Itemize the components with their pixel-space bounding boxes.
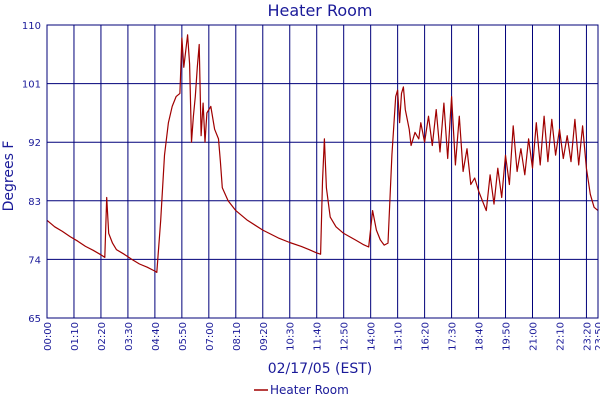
x-tick-label: 23:20	[582, 322, 593, 351]
y-tick-label: 110	[22, 21, 41, 32]
x-tick-label: 03:30	[124, 322, 135, 351]
x-tick-label: 01:10	[70, 322, 81, 351]
x-tick-label: 14:00	[367, 322, 378, 351]
x-tick-label: 11:40	[313, 322, 324, 351]
y-tick-label: 92	[28, 138, 41, 149]
x-tick-label: 02:20	[97, 322, 108, 351]
chart-title: Heater Room	[267, 1, 372, 20]
x-tick-label: 23:50	[594, 322, 600, 351]
x-tick-label: 18:40	[475, 322, 486, 351]
gridlines	[46, 24, 599, 319]
x-tick-labels: 00:00 01:10 02:20 03:30 04:40 05:50 07:00 08:10…	[43, 322, 600, 351]
x-tick-label: 15:10	[394, 322, 405, 351]
x-tick-label: 04:40	[151, 322, 162, 351]
legend-label: Heater Room	[270, 383, 349, 397]
x-tick-label: 07:00	[205, 322, 216, 351]
y-tick-label: 83	[28, 197, 41, 208]
x-tick-label: 05:50	[178, 322, 189, 351]
x-tick-label: 17:30	[448, 322, 459, 351]
x-tick-label: 16:20	[421, 322, 432, 351]
y-tick-label: 101	[22, 80, 41, 91]
x-tick-label: 10:30	[286, 322, 297, 351]
x-tick-label: 22:10	[555, 322, 566, 351]
legend: Heater Room	[254, 383, 349, 397]
x-tick-label: 00:00	[43, 322, 54, 351]
x-tick-label: 12:50	[340, 322, 351, 351]
x-tick-label: 21:00	[528, 322, 539, 351]
x-tick-label: 19:50	[502, 322, 513, 351]
y-tick-labels: 65 74 83 92 101 110	[22, 21, 41, 325]
x-tick-label: 08:10	[232, 322, 243, 351]
y-tick-label: 74	[28, 255, 41, 266]
series-line-heater-room	[46, 34, 599, 273]
x-tick-label: 09:20	[259, 322, 270, 351]
y-tick-label: 65	[28, 314, 41, 325]
y-axis-title: Degrees F	[1, 141, 17, 212]
plot-border	[46, 24, 599, 319]
x-axis-title: 02/17/05 (EST)	[268, 361, 373, 377]
